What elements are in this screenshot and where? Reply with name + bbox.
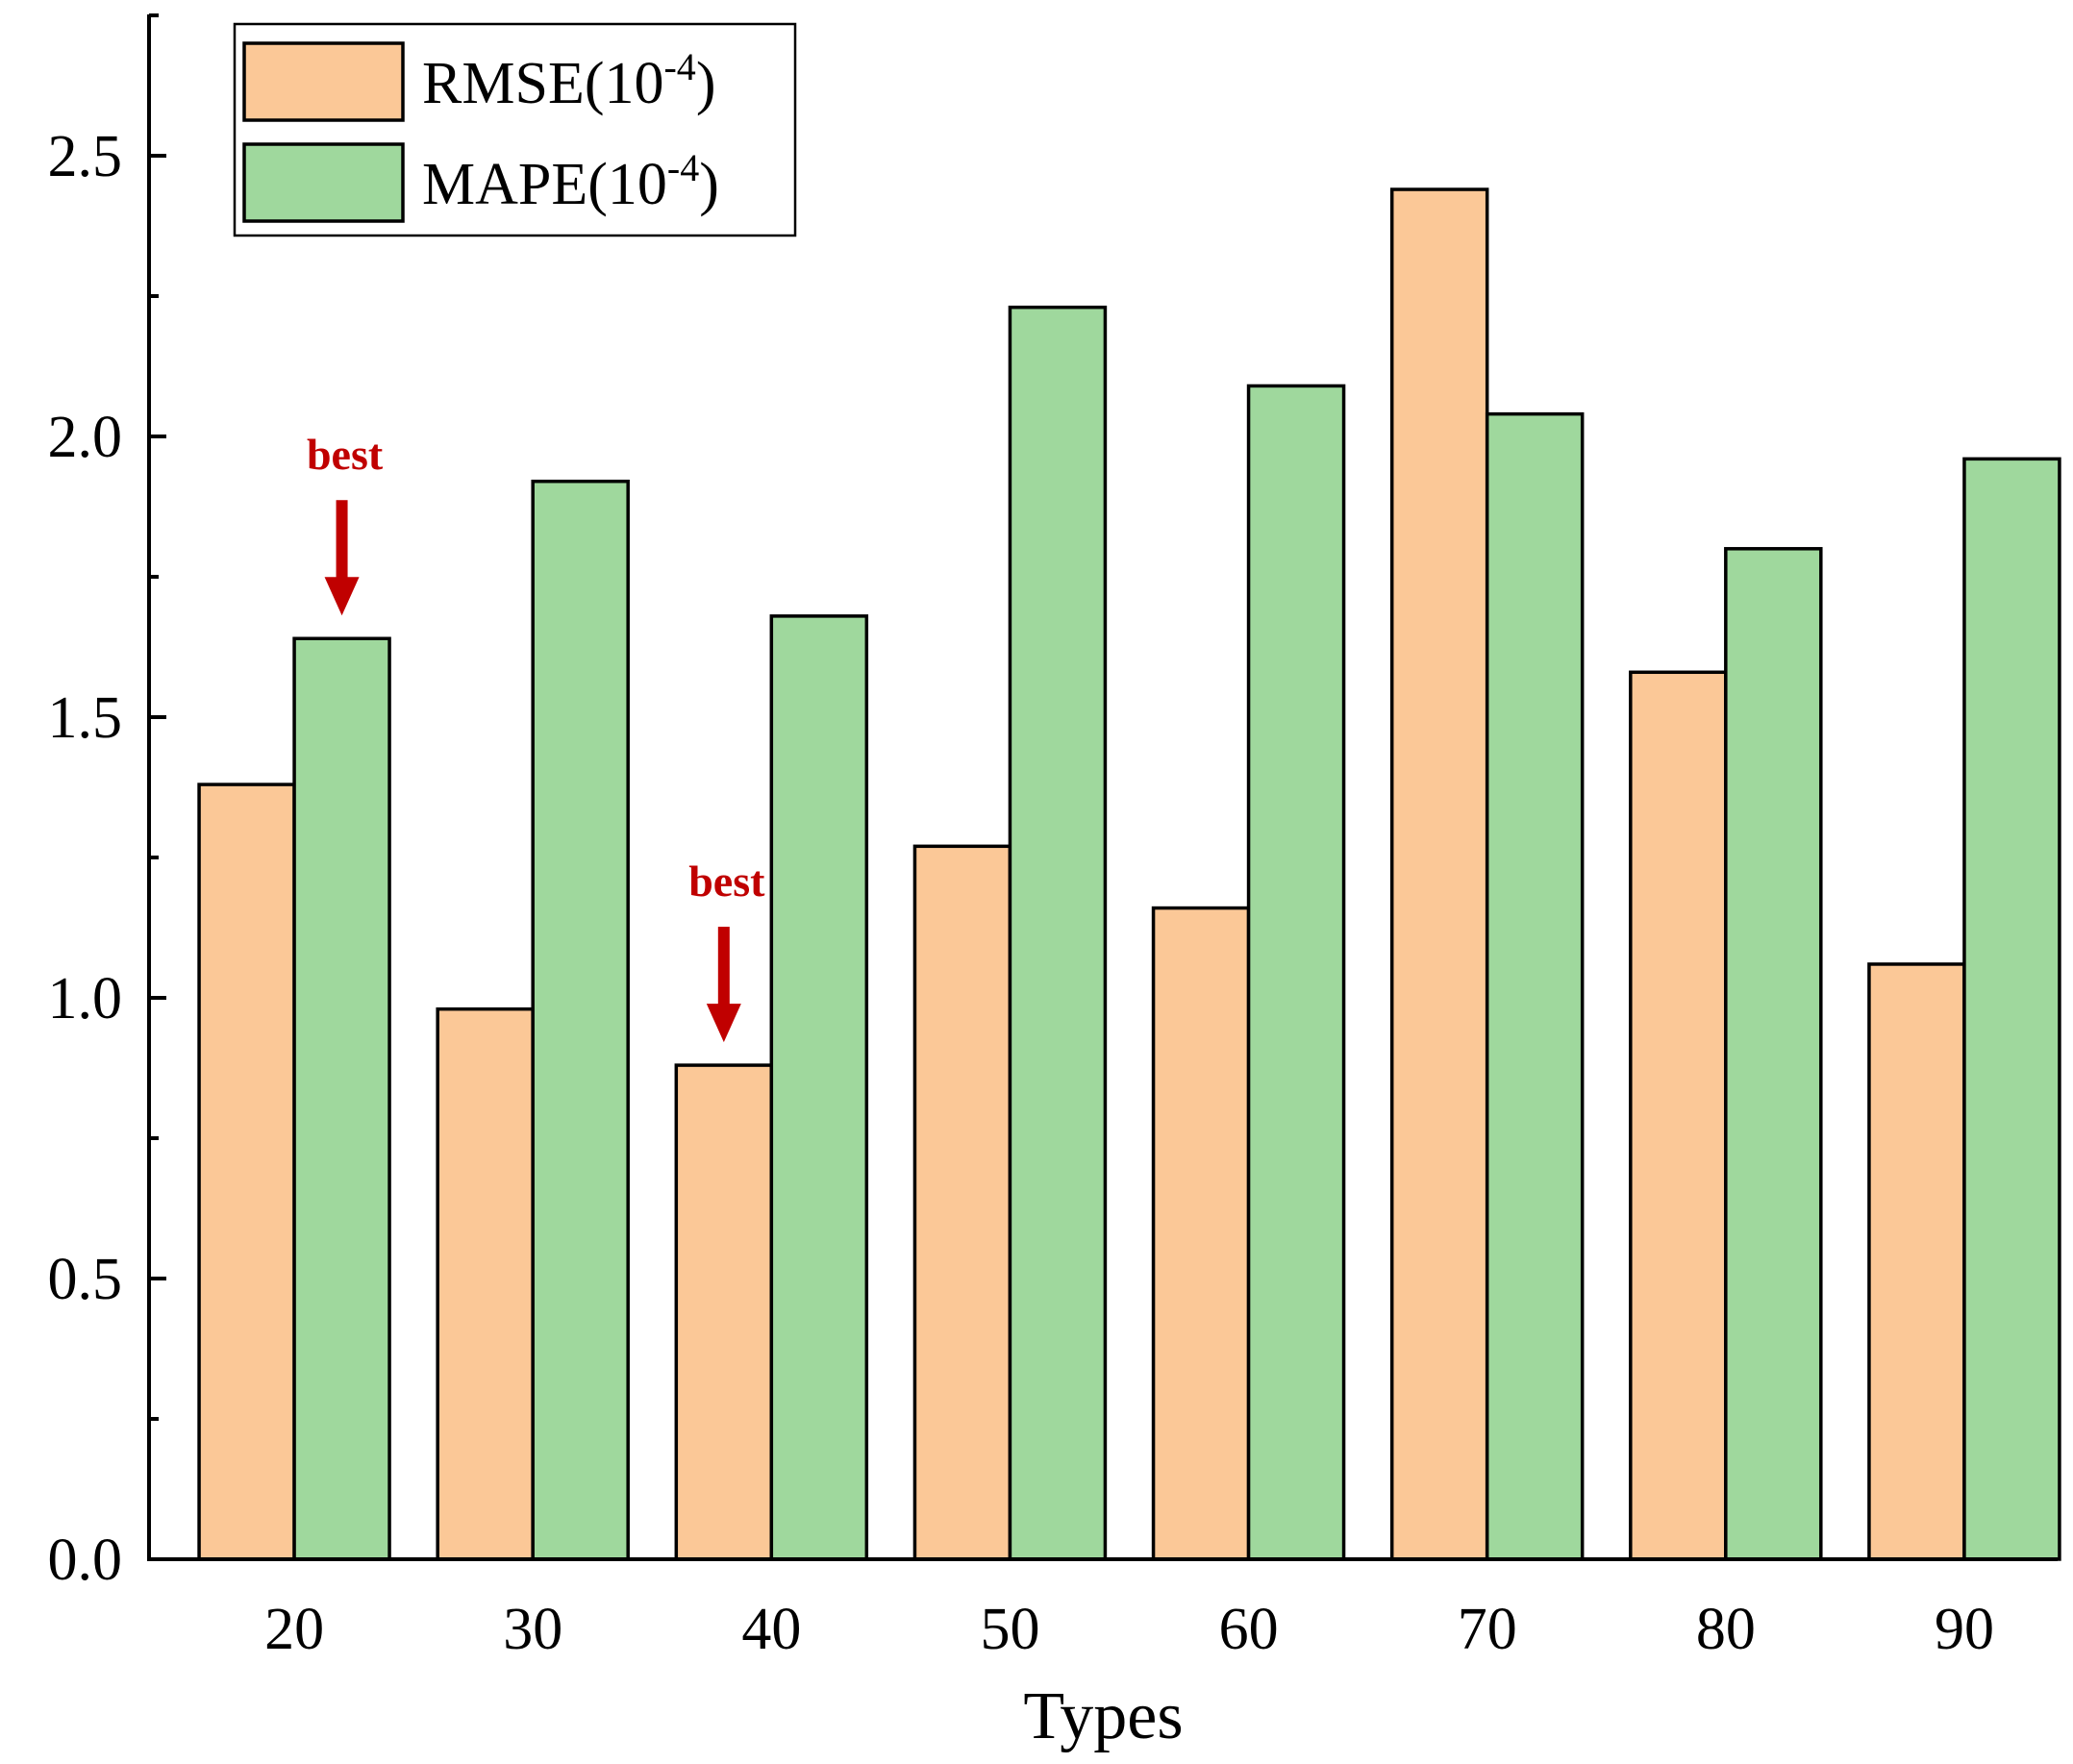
y-tick-label: 1.5 bbox=[48, 685, 123, 751]
bar-rmse-20 bbox=[197, 783, 296, 1561]
y-tick-label: 2.5 bbox=[48, 124, 123, 189]
bar-mape-20 bbox=[292, 636, 391, 1561]
bar-rmse-80 bbox=[1629, 670, 1728, 1561]
x-tick-label: 90 bbox=[1935, 1597, 1994, 1662]
bars-group bbox=[197, 187, 2061, 1561]
bar-mape-80 bbox=[1724, 547, 1823, 1561]
down-arrow-icon bbox=[324, 577, 360, 616]
arrow-shaft bbox=[336, 500, 348, 583]
legend-label-rmse: RMSE(10-4) bbox=[422, 45, 715, 116]
axes-group: 0.0 0.5 1.0 1.5 2.0 2.5 20 30 40 50 60 70 80 90 bbox=[48, 13, 2058, 1662]
y-tick-label: 1.0 bbox=[48, 966, 123, 1031]
down-arrow-icon bbox=[706, 1004, 741, 1043]
bar-mape-90 bbox=[1962, 457, 2061, 1561]
bar-rmse-60 bbox=[1151, 906, 1251, 1561]
legend-label-mape: MAPE(10-4) bbox=[422, 146, 719, 217]
best-annotation-label: best bbox=[307, 430, 384, 479]
bar-rmse-30 bbox=[436, 1006, 535, 1561]
bar-rmse-50 bbox=[912, 844, 1012, 1561]
x-tick-label: 80 bbox=[1696, 1597, 1756, 1662]
y-tick-label: 0.0 bbox=[48, 1528, 123, 1593]
legend: RMSE(10-4) MAPE(10-4) bbox=[233, 22, 797, 237]
x-tick-label: 20 bbox=[264, 1597, 324, 1662]
legend-swatch-mape bbox=[242, 142, 405, 223]
x-axis-title: Types bbox=[1023, 1679, 1183, 1753]
y-tick-label: 2.0 bbox=[48, 405, 123, 470]
bar-mape-70 bbox=[1485, 411, 1585, 1561]
bar-rmse-40 bbox=[674, 1063, 774, 1561]
x-tick-label: 60 bbox=[1219, 1597, 1279, 1662]
legend-swatch-rmse bbox=[242, 41, 405, 122]
bar-rmse-90 bbox=[1867, 962, 1966, 1561]
x-tick-label: 50 bbox=[980, 1597, 1039, 1662]
x-tick-label: 40 bbox=[741, 1597, 801, 1662]
x-tick-label: 30 bbox=[503, 1597, 562, 1662]
bar-mape-30 bbox=[531, 479, 630, 1561]
bar-mape-50 bbox=[1008, 305, 1108, 1561]
arrow-shaft bbox=[717, 927, 730, 1009]
annotations-group: best best bbox=[307, 430, 765, 1043]
best-annotation-label: best bbox=[688, 857, 765, 906]
bar-mape-60 bbox=[1246, 384, 1346, 1561]
bar-mape-40 bbox=[769, 614, 869, 1561]
bar-rmse-70 bbox=[1389, 187, 1489, 1561]
y-tick-label: 0.5 bbox=[48, 1247, 123, 1312]
x-tick-label: 70 bbox=[1458, 1597, 1517, 1662]
